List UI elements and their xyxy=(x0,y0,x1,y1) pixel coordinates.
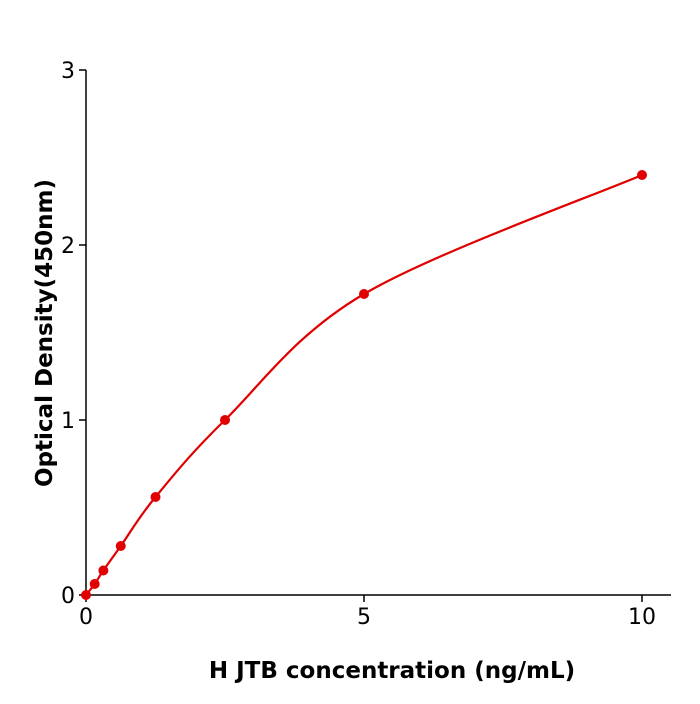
y-tick-label: 0 xyxy=(61,584,75,609)
data-point xyxy=(115,541,126,551)
x-tick-label: 0 xyxy=(79,605,93,630)
y-tick-label: 3 xyxy=(61,59,75,84)
data-point xyxy=(637,170,647,180)
data-point xyxy=(81,590,91,600)
data-point xyxy=(150,492,161,502)
data-point xyxy=(89,578,100,589)
x-tick-label: 5 xyxy=(357,605,371,630)
data-point xyxy=(220,415,230,425)
fit-curve xyxy=(85,173,643,596)
x-axis-label: H JTB concentration (ng/mL) xyxy=(209,658,575,684)
data-point xyxy=(359,289,369,299)
axes xyxy=(85,70,671,596)
y-tick-label: 2 xyxy=(61,234,75,259)
y-tick-label: 1 xyxy=(61,409,75,434)
x-tick-label: 10 xyxy=(628,605,656,630)
y-axis-label: Optical Density(450nm) xyxy=(32,179,58,487)
data-point xyxy=(98,565,109,576)
